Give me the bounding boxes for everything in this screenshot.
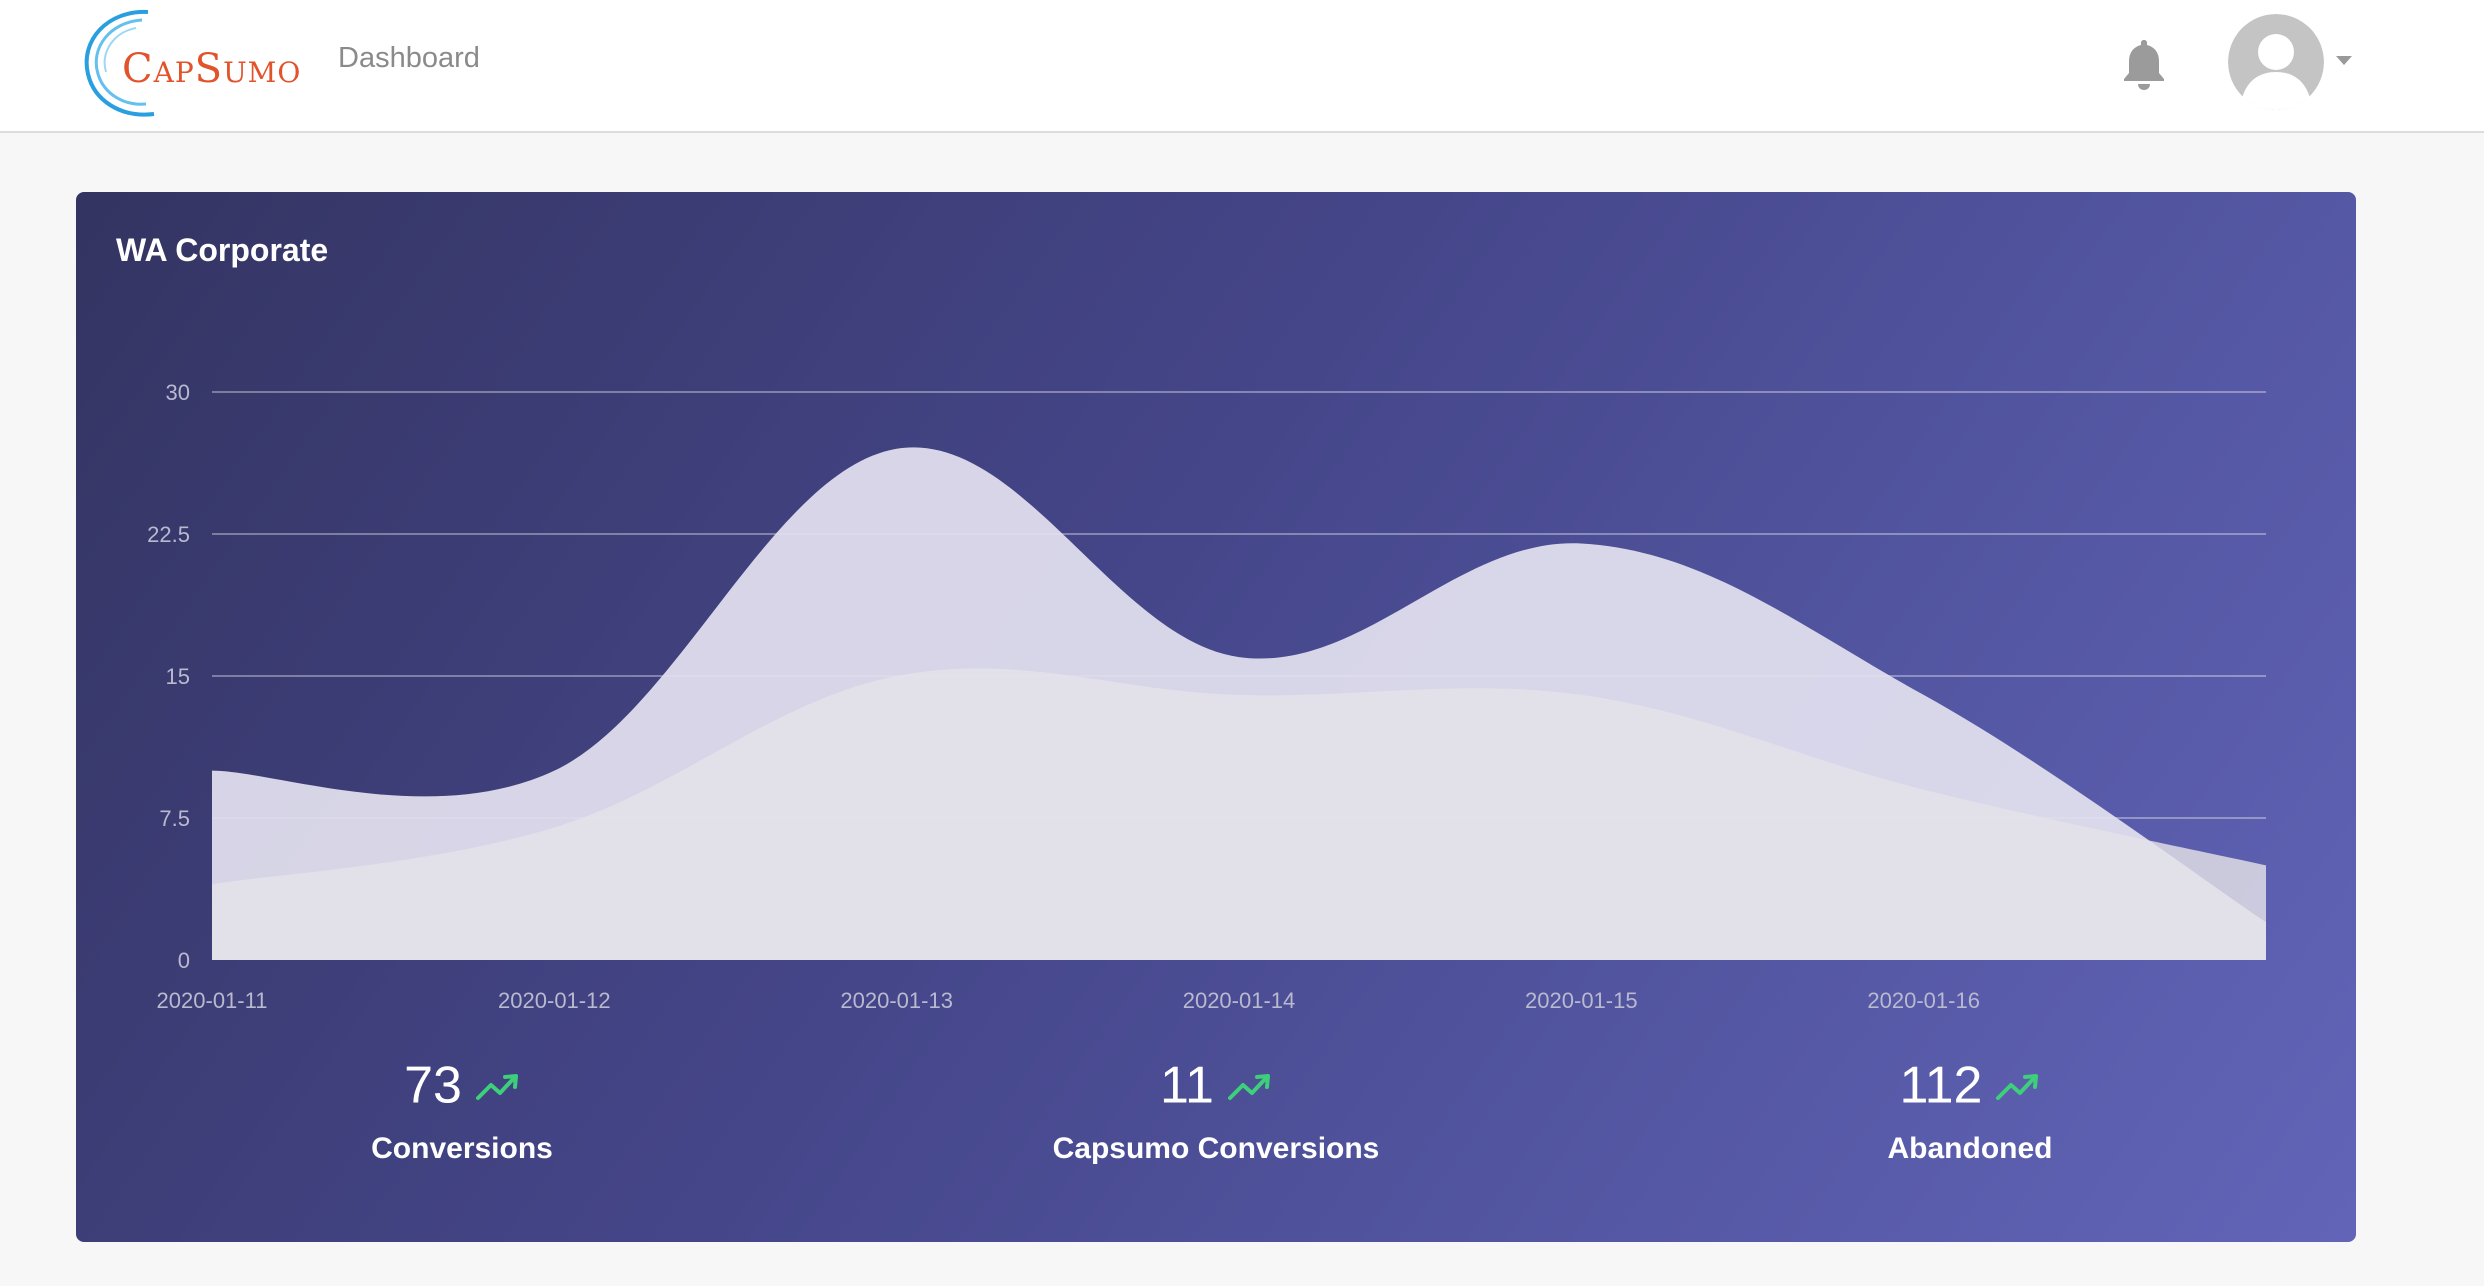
area-series-2 (212, 668, 2266, 960)
x-tick-label: 2020-01-12 (498, 988, 611, 1012)
x-tick-label: 2020-01-13 (840, 988, 953, 1012)
stat-value: 11 (1160, 1056, 1214, 1115)
y-tick-label: 0 (178, 948, 190, 973)
x-tick-label: 2020-01-14 (1183, 988, 1296, 1012)
stat-label: Capsumo Conversions (1052, 1132, 1380, 1165)
wa-corporate-card: WA Corporate 0 7.5 15 22.5 30 2020-01-11 2020-… (76, 192, 2356, 1242)
stat-label: Conversions (371, 1132, 553, 1165)
stat-label: Abandoned (1887, 1132, 2053, 1165)
x-tick-label: 2020-01-16 (1867, 988, 1980, 1012)
stat-value: 112 (1899, 1056, 1983, 1115)
nav-dashboard-link[interactable]: Dashboard (338, 42, 480, 74)
capsumo-logo[interactable]: CapSumo (78, 8, 300, 120)
user-avatar-icon[interactable] (2228, 14, 2324, 110)
stat-value: 73 (404, 1056, 462, 1115)
stat-abandoned: 112 Abandoned (1670, 1052, 2270, 1166)
x-tick-label: 2020-01-11 (157, 988, 268, 1012)
trending-up-icon (475, 1055, 520, 1115)
logo-wordmark: CapSumo (122, 46, 302, 92)
x-tick-label: 2020-01-15 (1525, 988, 1638, 1012)
trending-up-icon (1227, 1055, 1272, 1115)
y-tick-label: 7.5 (159, 806, 190, 831)
conversions-area-chart: 0 7.5 15 22.5 30 2020-01-11 2020-01-12 2020-01-… (147, 380, 2266, 1012)
bell-icon[interactable] (2118, 36, 2170, 92)
chevron-down-icon[interactable] (2336, 56, 2352, 65)
card-title: WA Corporate (116, 232, 329, 268)
trending-up-icon (1996, 1055, 2040, 1115)
y-tick-label: 30 (166, 380, 190, 405)
stat-conversions: 73 Conversions (162, 1052, 762, 1166)
y-tick-label: 15 (166, 664, 190, 689)
top-navbar: CapSumo Dashboard (0, 0, 2484, 133)
y-tick-label: 22.5 (147, 522, 190, 547)
stat-capsumo-conversions: 11 Capsumo Conversions (916, 1052, 1516, 1166)
